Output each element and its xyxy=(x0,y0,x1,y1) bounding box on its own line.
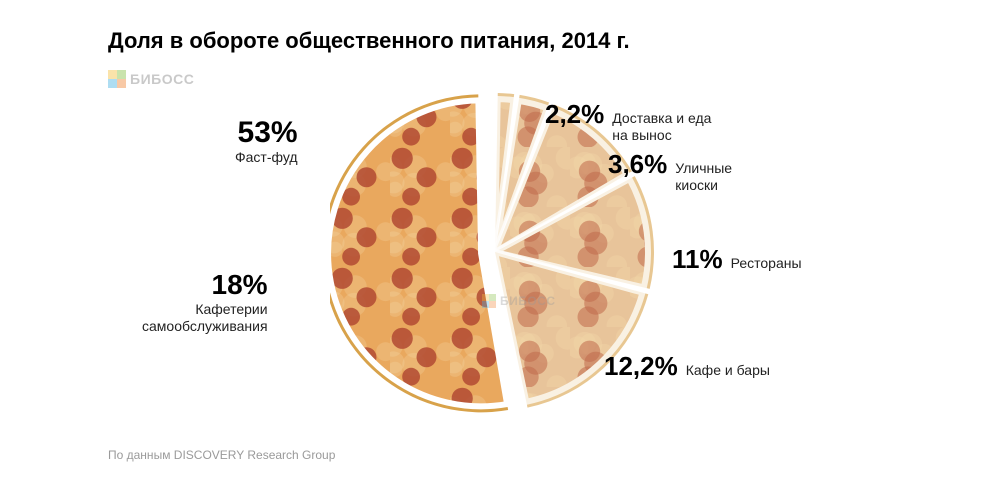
slice-label-kiosks: 3,6% Уличныекиоски xyxy=(608,150,732,194)
pct-label: Кафе и бары xyxy=(686,362,770,379)
logo-watermark-top: БИБОСС xyxy=(108,70,194,88)
logo-icon xyxy=(482,294,496,308)
pct-label: Рестораны xyxy=(731,255,802,272)
logo-text: БИБОСС xyxy=(130,71,194,87)
pie-slice-fastfood xyxy=(330,100,507,406)
slice-label-fastfood: 53% Фаст-фуд xyxy=(235,116,298,166)
pct-value: 11% xyxy=(672,245,723,274)
pct-value: 2,2% xyxy=(545,100,604,129)
chart-title: Доля в обороте общественного питания, 20… xyxy=(108,28,630,54)
pct-value: 12,2% xyxy=(604,352,678,381)
slice-label-delivery: 2,2% Доставка и едана вынос xyxy=(545,100,711,144)
pct-label: Доставка и едана вынос xyxy=(612,110,711,144)
logo-text: БИБОСС xyxy=(500,294,556,308)
pct-label: Фаст-фуд xyxy=(235,149,298,166)
pct-value: 3,6% xyxy=(608,150,667,179)
logo-watermark-center: БИБОСС xyxy=(482,294,556,308)
slice-label-cafes-bars: 12,2% Кафе и бары xyxy=(604,352,770,381)
source-note: По данным DISCOVERY Research Group xyxy=(108,448,335,462)
pct-value: 53% xyxy=(238,116,298,149)
page: Доля в обороте общественного питания, 20… xyxy=(0,0,1003,500)
pct-label: Уличныекиоски xyxy=(675,160,732,194)
pct-value: 18% xyxy=(212,270,268,301)
slice-label-restaurants: 11% Рестораны xyxy=(672,245,802,274)
slice-label-cafeterias: 18% Кафетериисамообслуживания xyxy=(142,270,268,334)
pct-label: Кафетериисамообслуживания xyxy=(142,301,268,335)
logo-icon xyxy=(108,70,126,88)
